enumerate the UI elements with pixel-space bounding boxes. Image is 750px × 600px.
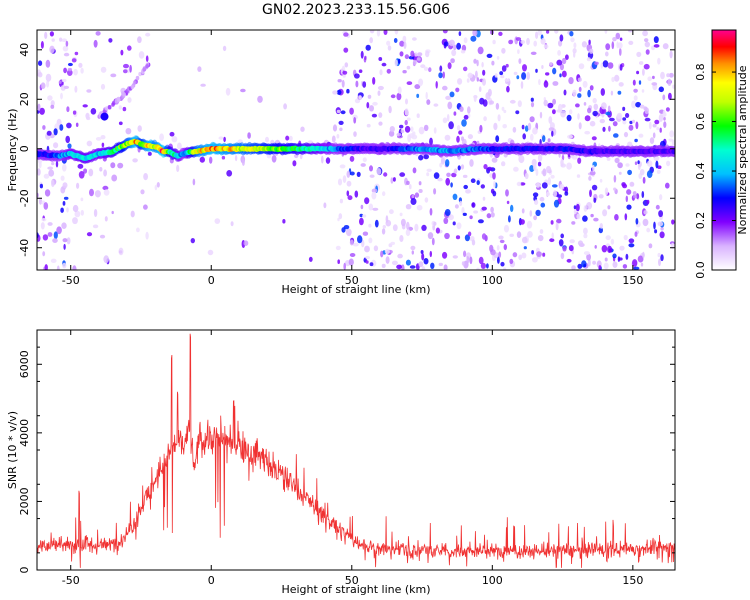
snr-y-tick-label: 6000 xyxy=(18,350,31,378)
spectrogram-x-axis-label: Height of straight line (km) xyxy=(281,283,430,296)
snr-y-tick-label: 4000 xyxy=(18,419,31,447)
spectrogram-heatmap xyxy=(37,30,675,270)
snr-x-tick-label: -50 xyxy=(62,574,80,587)
snr-frame xyxy=(36,329,676,571)
spectrogram-x-tick-label: 50 xyxy=(345,274,359,287)
spectrogram-ticks: -50 0 50 100 150 -40 -20 0 20 40 xyxy=(18,30,675,287)
snr-x-tick-label: 50 xyxy=(345,574,359,587)
snr-y-axis-label: SNR (10 * v/v) xyxy=(6,411,19,489)
spectrogram-y-axis-label: Frequency (Hz) xyxy=(6,109,19,192)
snr-series-line xyxy=(37,333,675,569)
colorbar-tick-label: 0.0 xyxy=(694,261,707,279)
spectrogram-y-tick-label: 40 xyxy=(18,43,31,57)
colorbar-tick-label: 0.8 xyxy=(694,63,707,81)
colorbar-gradient xyxy=(711,29,737,271)
snr-x-tick-label: 100 xyxy=(482,574,503,587)
snr-y-tick-label: 2000 xyxy=(18,487,31,515)
snr-x-axis-label: Height of straight line (km) xyxy=(281,583,430,596)
snr-y-tick-label: 0 xyxy=(18,567,31,574)
colorbar-label: Normalized spectral amplitude xyxy=(736,65,749,234)
spectrogram-y-tick-label: -40 xyxy=(18,239,31,257)
spectrogram-y-tick-label: -20 xyxy=(18,189,31,207)
spectrogram-x-tick-label: -50 xyxy=(62,274,80,287)
spectrogram-x-tick-label: 150 xyxy=(622,274,643,287)
spectrogram-y-tick-label: 20 xyxy=(18,92,31,106)
figure-title: GN02.2023.233.15.56.G06 xyxy=(262,2,450,18)
snr-x-tick-label: 0 xyxy=(208,574,215,587)
snr-ticks: -50 0 50 100 150 0 2000 4000 6000 xyxy=(18,330,675,587)
colorbar: 0.0 0.2 0.4 0.6 0.8 Normalized spectral ampl… xyxy=(694,29,749,279)
spectrogram-x-tick-label: 100 xyxy=(482,274,503,287)
colorbar-ticks: 0.0 0.2 0.4 0.6 0.8 xyxy=(694,63,736,279)
snr-panel: -50 0 50 100 150 0 2000 4000 6000 Height of stra… xyxy=(6,329,676,596)
colorbar-tick-label: 0.6 xyxy=(694,113,707,130)
spectrogram-x-tick-label: 0 xyxy=(208,274,215,287)
spectrogram-y-tick-label: 0 xyxy=(18,145,31,152)
spectrogram-frame xyxy=(36,29,676,271)
snr-x-tick-label: 150 xyxy=(622,574,643,587)
colorbar-tick-label: 0.4 xyxy=(694,162,707,180)
colorbar-tick-label: 0.2 xyxy=(694,212,707,230)
spectrogram-panel: -50 0 50 100 150 -40 -20 0 20 40 Height of straig… xyxy=(6,29,676,296)
